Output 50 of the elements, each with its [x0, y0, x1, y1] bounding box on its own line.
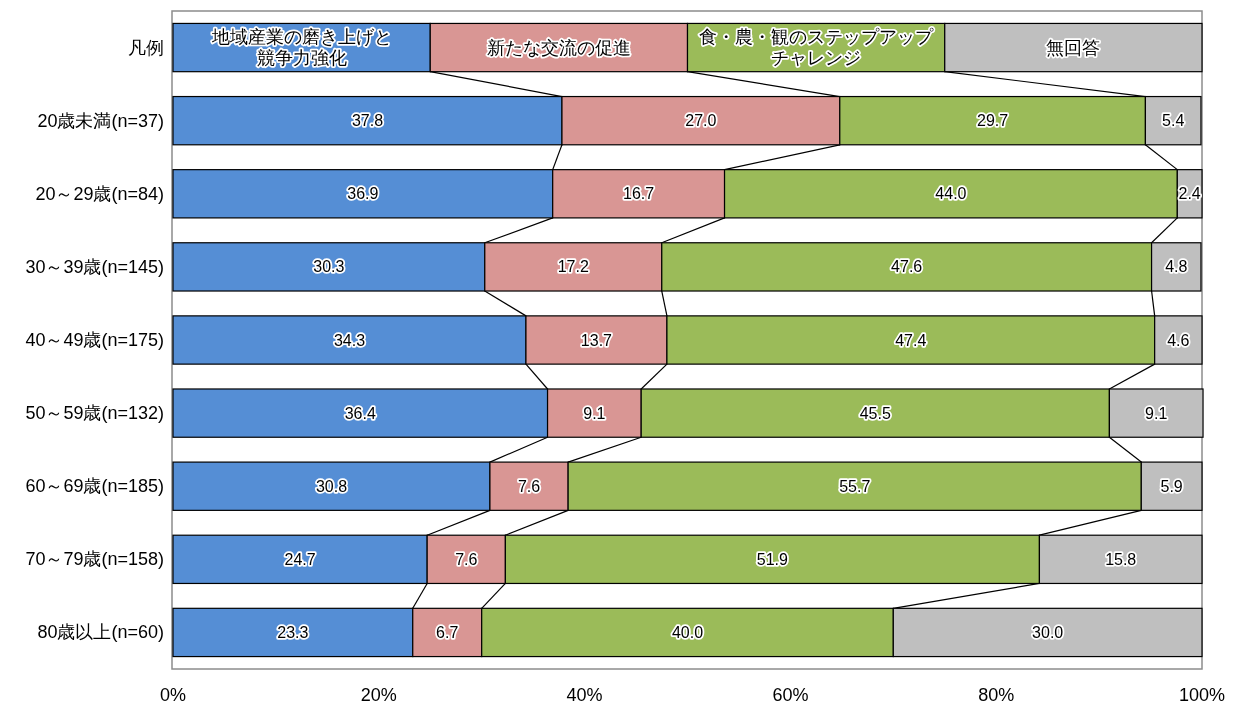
data-label: 9.1 [1145, 404, 1168, 422]
data-label: 5.9 [1160, 477, 1183, 495]
data-label: 24.7 [284, 550, 316, 568]
data-label: 7.6 [455, 550, 478, 568]
x-tick-label: 40% [566, 685, 603, 705]
data-label: 51.9 [756, 550, 789, 568]
series-label: 食・農・観のステップアップチャレンジ [699, 26, 935, 69]
data-label: 17.2 [557, 258, 589, 276]
data-label: 36.4 [344, 404, 376, 422]
data-label: 4.6 [1167, 331, 1190, 349]
data-label: 40.0 [671, 623, 704, 641]
y-tick-label: 50～59歳(n=132) [25, 403, 164, 424]
data-label: 5.4 [1162, 112, 1185, 130]
data-label: 30.3 [313, 258, 345, 276]
y-tick-label: 30～39歳(n=145) [25, 256, 164, 277]
data-label: 45.5 [859, 404, 891, 422]
y-tick-label: 20～29歳(n=84) [35, 183, 164, 204]
data-label: 15.8 [1105, 550, 1137, 568]
data-label: 2.4 [1178, 185, 1201, 203]
legend-title: 凡例 [128, 37, 164, 58]
y-tick-label: 80歳以上(n=60) [37, 622, 164, 643]
data-label: 47.6 [891, 258, 923, 276]
data-label: 6.7 [436, 623, 459, 641]
legend: 凡例 地域産業の磨き上げと競争力強化 新たな交流の促進 食・農・観のステップアップチャレンジ 無回答 [128, 22, 1203, 73]
data-label: 34.3 [333, 331, 366, 349]
y-tick-label: 40～49歳(n=175) [25, 330, 164, 350]
data-label: 27.0 [685, 112, 717, 130]
data-label: 37.8 [351, 112, 384, 130]
data-label: 47.4 [895, 331, 927, 349]
y-tick-label: 60～69歳(n=185) [25, 476, 164, 497]
x-tick-label: 0% [159, 685, 187, 705]
data-label: 13.7 [580, 331, 613, 349]
data-label: 44.0 [935, 185, 967, 203]
data-label: 9.1 [583, 404, 606, 422]
series-label: 地域産業の磨き上げと競争力強化 [210, 26, 392, 69]
data-label: 29.7 [977, 112, 1009, 130]
data-label: 23.3 [277, 623, 309, 641]
data-label: 7.6 [517, 477, 541, 495]
y-tick-label: 70～79歳(n=158) [25, 549, 164, 570]
y-tick-label: 20歳未満(n=37) [37, 110, 164, 131]
data-label: 16.7 [623, 185, 655, 203]
x-tick-label: 80% [978, 685, 1015, 705]
x-tick-label: 100% [1178, 685, 1226, 705]
x-tick-label: 20% [360, 685, 397, 705]
data-label: 30.8 [315, 477, 348, 495]
data-label: 55.7 [839, 477, 871, 495]
data-label: 30.0 [1032, 623, 1064, 641]
x-tick-label: 60% [772, 685, 809, 705]
data-label: 4.8 [1165, 258, 1188, 276]
data-label: 36.9 [347, 185, 379, 203]
